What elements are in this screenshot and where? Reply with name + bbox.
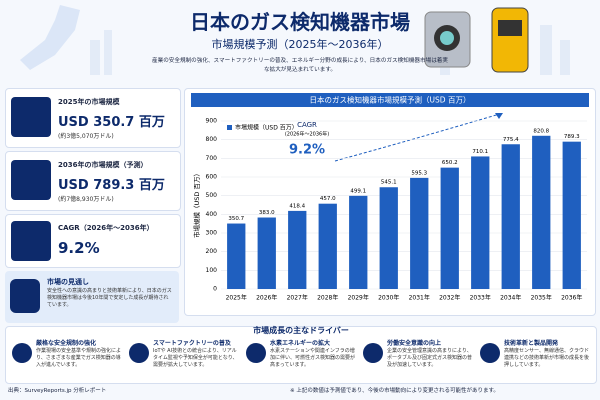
annotation-label: CAGR bbox=[297, 121, 317, 129]
legend-swatch bbox=[227, 125, 232, 130]
value-label: 595.3 bbox=[411, 170, 427, 176]
x-tick-label: 2029年 bbox=[348, 294, 369, 302]
y-tick-label: 100 bbox=[206, 267, 218, 274]
x-tick-label: 2035年 bbox=[531, 294, 552, 302]
value-label: 775.4 bbox=[503, 137, 519, 143]
footnote: ※ 上記の数値は予測値であり、今後の市場動向により変更される可能性があります。 bbox=[290, 388, 499, 394]
bar bbox=[257, 217, 276, 289]
card-value: USD 789.3 百万 bbox=[58, 178, 165, 193]
subtitle: 市場規模予測（2025年～2036年） bbox=[211, 38, 389, 51]
y-tick-label: 800 bbox=[206, 136, 218, 143]
y-tick-label: 900 bbox=[206, 118, 218, 125]
outlook-title: 市場の見通し bbox=[47, 278, 89, 286]
y-tick-label: 700 bbox=[206, 155, 218, 162]
legend-label: 市場規模（USD 百万） bbox=[235, 124, 298, 132]
value-label: 650.2 bbox=[442, 160, 458, 166]
y-tick-label: 0 bbox=[213, 286, 217, 293]
driver-title: 厳格な安全規制の強化 bbox=[36, 340, 97, 347]
value-label: 350.7 bbox=[228, 216, 244, 222]
y-tick-label: 400 bbox=[206, 211, 218, 218]
arrow-head bbox=[495, 113, 503, 119]
x-tick-label: 2034年 bbox=[500, 294, 521, 302]
x-tick-label: 2026年 bbox=[256, 294, 277, 302]
header-decoration bbox=[20, 5, 570, 75]
chart-title: 日本のガス検知機器市場規模予測（USD 百万） bbox=[310, 95, 471, 105]
bar bbox=[349, 195, 368, 289]
y-tick-label: 500 bbox=[206, 192, 218, 199]
card-value: 9.2% bbox=[58, 239, 100, 257]
y-axis-label: 市場規模（USD 百万） bbox=[192, 170, 201, 238]
bar bbox=[410, 177, 429, 289]
x-tick-label: 2036年 bbox=[561, 294, 582, 302]
driver-text: 高精度センサー、無線通信、クラウド連携などの技術革新が市場の成長を後押ししていま… bbox=[504, 348, 590, 368]
value-label: 499.1 bbox=[350, 188, 366, 194]
driver-text: 作業現場の安全基準や規制の強化により、さまざまな産業でガス検知器の導入が進んでい… bbox=[36, 348, 122, 368]
value-label: 710.1 bbox=[472, 149, 488, 155]
bar bbox=[532, 135, 551, 289]
card-value: USD 350.7 百万 bbox=[58, 115, 165, 130]
driver-text: 企業の安全管理意識の高まりにより、ポータブル及び固定式ガス検知器の普及が加速して… bbox=[387, 348, 473, 368]
x-tick-label: 2032年 bbox=[439, 294, 460, 302]
card-note: (約7億8,930万ドル) bbox=[58, 196, 114, 203]
value-label: 545.1 bbox=[381, 180, 397, 186]
value-label: 418.4 bbox=[289, 203, 305, 209]
annotation-value: 9.2% bbox=[289, 143, 325, 158]
x-tick-label: 2028年 bbox=[317, 294, 338, 302]
card: 2025年の市場規模 USD 350.7 百万 (約3億5,070万ドル) bbox=[5, 88, 181, 148]
driver-text: 水素ステーションや関連インフラの増加に伴い、可燃性ガス検知器の需要が高まっていま… bbox=[270, 348, 356, 368]
outlook-card: 市場の見通し 安全性への意識の高まりと技術革新により、日本のガス検知機器市場は今… bbox=[5, 271, 179, 323]
driver-icon bbox=[129, 343, 149, 363]
trend-arrow bbox=[334, 112, 504, 162]
x-tick-label: 2025年 bbox=[226, 294, 247, 302]
x-tick-label: 2033年 bbox=[470, 294, 491, 302]
card: CAGR（2026年～2036年） 9.2% bbox=[5, 214, 181, 268]
value-label: 820.8 bbox=[533, 128, 549, 134]
driver-title: 水素エネルギーの拡大 bbox=[270, 340, 331, 347]
bar bbox=[318, 203, 337, 289]
chart: 日本のガス検知機器市場規模予測（USD 百万） 市場規模（USD 百万） 市場規… bbox=[184, 88, 596, 316]
x-tick-label: 2027年 bbox=[287, 294, 308, 302]
bar bbox=[440, 167, 459, 289]
bar bbox=[379, 187, 398, 289]
title: 日本のガス検知機器市場 bbox=[190, 10, 410, 34]
bar bbox=[227, 223, 246, 289]
annotation-period: (2026年～2036年) bbox=[285, 131, 329, 138]
x-tick-label: 2030年 bbox=[378, 294, 399, 302]
card-label: CAGR（2026年～2036年） bbox=[58, 224, 154, 232]
driver-text: IoTや AI技術との統合により、リアルタイム監視や予知保全が可能となり、需要が… bbox=[153, 348, 238, 368]
bar bbox=[501, 144, 520, 289]
outlook-text: 安全性への意識の高まりと技術革新により、日本のガス検知機器市場は今後10年間で安… bbox=[47, 288, 172, 308]
y-tick-label: 600 bbox=[206, 174, 218, 181]
card-label: 2036年の市場規模（予測） bbox=[58, 161, 148, 169]
driver-title: 労働安全意識の向上 bbox=[387, 340, 442, 347]
driver-icon bbox=[363, 343, 383, 363]
y-tick-label: 200 bbox=[206, 248, 218, 255]
driver-icon bbox=[12, 343, 32, 363]
y-tick-label: 300 bbox=[206, 230, 218, 237]
value-label: 383.0 bbox=[259, 210, 275, 216]
card: 2036年の市場規模（予測） USD 789.3 百万 (約7億8,930万ドル… bbox=[5, 151, 181, 211]
value-label: 457.0 bbox=[320, 196, 336, 202]
drivers-panel: 市場成長の主なドライバー 厳格な安全規制の強化 作業現場の安全基準や規制の強化に… bbox=[5, 326, 597, 384]
chart-title-bar bbox=[191, 93, 589, 107]
bar bbox=[471, 156, 490, 289]
card-note: (約3億5,070万ドル) bbox=[58, 133, 114, 140]
bar bbox=[288, 210, 307, 289]
driver-title: 技術革新と製品開発 bbox=[504, 340, 559, 347]
drivers-title: 市場成長の主なドライバー bbox=[253, 326, 349, 335]
value-label: 789.3 bbox=[564, 134, 580, 140]
bar bbox=[562, 141, 581, 289]
driver-icon bbox=[246, 343, 266, 363]
description: 産業の安全規制の強化、スマートファクトリーの普及、エネルギー分野の成長により、日… bbox=[152, 58, 448, 73]
x-tick-label: 2031年 bbox=[409, 294, 430, 302]
driver-icon bbox=[480, 343, 500, 363]
card-label: 2025年の市場規模 bbox=[58, 98, 120, 106]
source: 出典：SurveyReports.jp 分析レポート bbox=[8, 388, 107, 394]
driver-title: スマートファクトリーの普及 bbox=[153, 340, 231, 347]
